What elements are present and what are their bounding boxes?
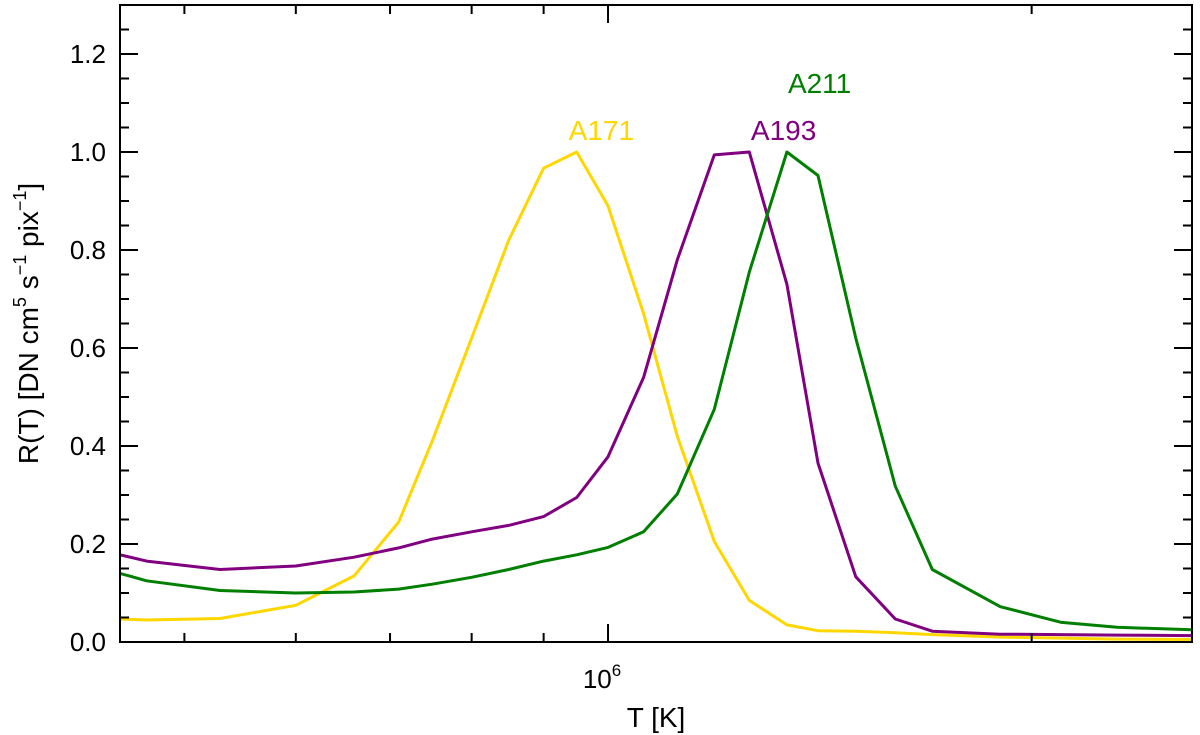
- x-axis-title: T [K]: [627, 702, 686, 733]
- y-tick-label: 1.2: [70, 39, 106, 69]
- y-tick-label: 1.0: [70, 137, 106, 167]
- y-axis-title: R(T) [DN cm5 s−1 pix−1]: [10, 183, 44, 464]
- plot-frame: [119, 4, 1193, 643]
- y-tick-label: 0.2: [70, 529, 106, 559]
- series-a193: [119, 150, 1193, 638]
- labels-layer: A171 A193 A211: [569, 68, 852, 146]
- series-label-a193: A193: [751, 115, 816, 146]
- y-tick-label: 0.8: [70, 235, 106, 265]
- series-label-a211: A211: [788, 68, 851, 99]
- series-layer: [119, 150, 1193, 641]
- series-label-a171: A171: [569, 115, 634, 146]
- y-tick-label: 0.0: [70, 627, 106, 657]
- y-tick-label: 0.6: [70, 333, 106, 363]
- y-tick-label: 0.4: [70, 431, 106, 461]
- x-tick-label: 106: [583, 661, 621, 694]
- series-line-a211: [119, 150, 1193, 632]
- series-a211: [119, 150, 1193, 632]
- series-a171: [119, 150, 1193, 641]
- series-line-a193: [119, 150, 1193, 638]
